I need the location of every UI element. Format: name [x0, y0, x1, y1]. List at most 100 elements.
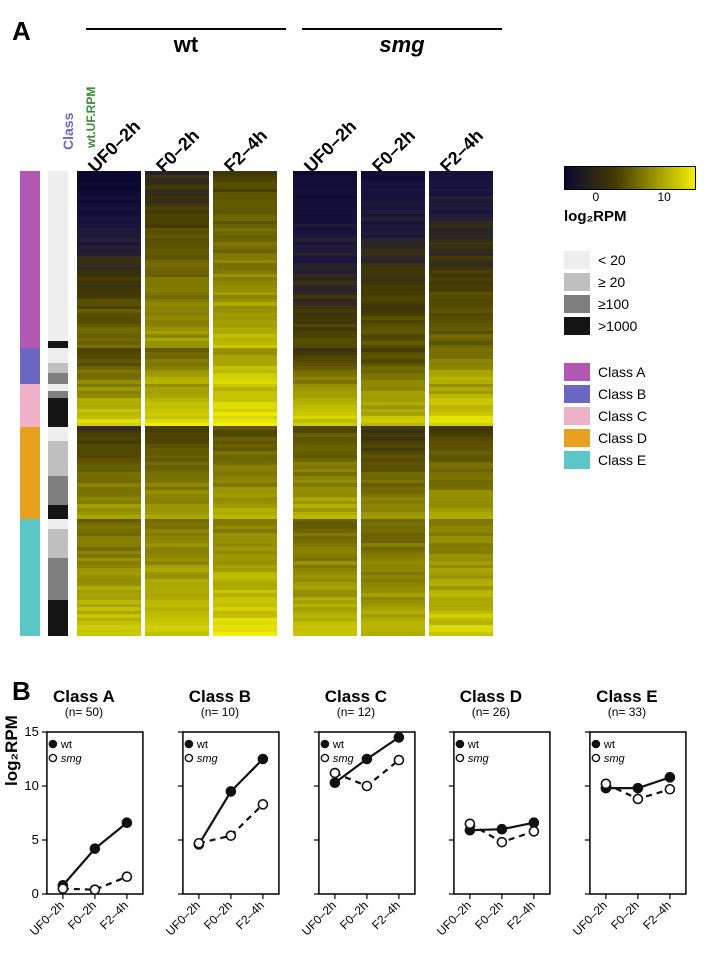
wt-marker [498, 825, 507, 834]
chart-title: Class D [460, 687, 522, 706]
xtick-label: F2–4h [640, 898, 674, 932]
wt-marker [530, 818, 539, 827]
legend-label: wt [603, 739, 615, 751]
legend-marker [49, 740, 56, 747]
colorbar-tick: 10 [658, 190, 671, 204]
rpm-legend-item: ≥ 20 [564, 271, 696, 293]
xtick-label: F2–4h [97, 898, 131, 932]
rpm-block [48, 373, 68, 384]
smg-marker [122, 872, 131, 881]
rpm-block [48, 519, 68, 530]
legend-label: smg [197, 753, 219, 765]
panel-a-label: A [12, 16, 31, 47]
class-legend-label: Class C [598, 408, 647, 424]
rpm-block [48, 529, 68, 557]
rpm-swatch [564, 317, 590, 335]
rpm-block [48, 363, 68, 374]
smg-marker [634, 794, 643, 803]
chart-subtitle: (n= 33) [608, 705, 646, 719]
rpm-block [48, 427, 68, 441]
smg-marker [602, 779, 611, 788]
class-legend-item: Class D [564, 427, 696, 449]
ytick-label: 0 [32, 886, 39, 901]
smg-marker [530, 827, 539, 836]
rpm-block [48, 505, 68, 519]
chart-subtitle: (n= 50) [65, 705, 103, 719]
legend-marker [457, 754, 464, 761]
chart-title: Class B [189, 687, 251, 706]
group-header: smg [302, 28, 502, 58]
chart-title: Class C [324, 687, 386, 706]
smg-marker [466, 819, 475, 828]
rpm-block [48, 600, 68, 635]
smg-marker [362, 782, 371, 791]
class-swatch [564, 363, 590, 381]
class-legend-label: Class A [598, 364, 645, 380]
rpm-legend-label: >1000 [598, 318, 637, 334]
legend-marker [185, 754, 192, 761]
class-block-C [20, 384, 40, 427]
column-header: UF0–2h [300, 116, 361, 177]
xtick-label: UF0–2h [299, 898, 339, 938]
heatmap-cell [293, 632, 357, 636]
wt-marker [122, 818, 131, 827]
wt-marker [330, 778, 339, 787]
chart-class-c: Class C(n= 12)UF0–2hF0–2hF2–4hwtsmg [288, 686, 424, 956]
smg-marker [498, 838, 507, 847]
rpm-sidebar [48, 171, 68, 636]
rpm-legend-item: >1000 [564, 315, 696, 337]
chart-class-e: Class E(n= 33) UF0–2hF0–2hF2–4h wt smg [559, 686, 695, 956]
xtick-label: F0–2h [608, 898, 642, 932]
colorbar-tick: 0 [593, 190, 600, 204]
xtick-label: F0–2h [337, 898, 371, 932]
xtick-label: UF0–2h [163, 898, 203, 938]
legend-label: smg [604, 753, 626, 765]
legend-marker [321, 754, 328, 761]
xtick-label: F0–2h [201, 898, 235, 932]
class-block-A [20, 171, 40, 348]
heatmap-cell [213, 632, 277, 636]
rpm-block [48, 341, 68, 348]
ytick-label: 5 [32, 832, 39, 847]
rpm-swatch [564, 273, 590, 291]
panel-a: A Class wt.UF.RPM wtsmg UF0–2hF0–2hF2–4h… [16, 16, 695, 656]
chart-subtitle: (n= 12) [336, 705, 374, 719]
rpm-block [48, 398, 68, 426]
wt-marker [258, 755, 267, 764]
legend-marker [321, 740, 328, 747]
smg-marker [194, 839, 203, 848]
class-legend-item: Class A [564, 361, 696, 383]
class-legend-label: Class E [598, 452, 646, 468]
class-legend: Class A Class B Class C Class D Class E [564, 361, 696, 471]
heatmap [77, 171, 497, 636]
panel-b: log₂RPM Class A(n= 50)051015UF0–2hF0–2hF… [16, 686, 695, 956]
heatmap-cell [77, 632, 141, 636]
rpm-block [48, 558, 68, 601]
chart-title: Class E [596, 687, 657, 706]
rpm-block [48, 391, 68, 398]
rpm-legend: < 20≥ 20≥100>1000 [564, 249, 696, 337]
xtick-label: UF0–2h [27, 898, 67, 938]
rpm-block [48, 171, 68, 341]
rpm-legend-label: ≥ 20 [598, 274, 625, 290]
class-swatch [564, 451, 590, 469]
class-block-B [20, 348, 40, 383]
class-legend-item: Class E [564, 449, 696, 471]
wt-marker [226, 787, 235, 796]
legend-label: wt [467, 739, 479, 751]
smg-marker [394, 756, 403, 765]
chart-class-d: Class D(n= 26)UF0–2hF0–2hF2–4hwtsmg [423, 686, 559, 956]
chart-subtitle: (n= 10) [201, 705, 239, 719]
class-swatch [564, 429, 590, 447]
heatmap-cell [145, 632, 209, 636]
legend-label: smg [332, 753, 354, 765]
rpm-block [48, 441, 68, 476]
wt-marker [394, 733, 403, 742]
xtick-label: UF0–2h [570, 898, 610, 938]
rpm-block [48, 476, 68, 504]
group-header: wt [86, 28, 286, 58]
ytick-label: 10 [24, 778, 38, 793]
class-legend-label: Class D [598, 430, 647, 446]
class-legend-label: Class B [598, 386, 646, 402]
chart-class-b: Class B(n= 10)UF0–2hF0–2hF2–4hwtsmg [152, 686, 288, 956]
